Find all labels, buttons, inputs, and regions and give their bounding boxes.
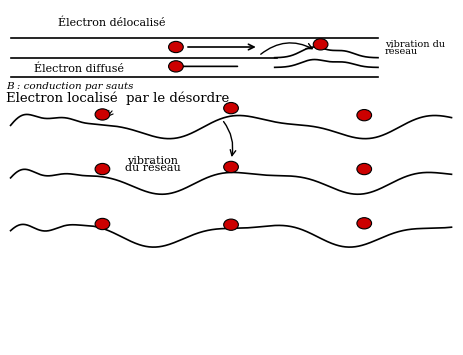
Circle shape	[95, 109, 110, 120]
Text: réseau: réseau	[385, 47, 418, 56]
Circle shape	[224, 219, 238, 230]
Circle shape	[313, 39, 328, 50]
Circle shape	[224, 103, 238, 114]
Text: vibration du: vibration du	[385, 40, 445, 49]
Circle shape	[357, 163, 372, 175]
Text: vibration: vibration	[127, 156, 178, 166]
Circle shape	[169, 61, 183, 72]
Text: du réseau: du réseau	[125, 163, 181, 173]
Text: Électron diffusé: Électron diffusé	[34, 63, 125, 73]
Circle shape	[224, 161, 238, 173]
Text: Électron délocalisé: Électron délocalisé	[58, 17, 165, 28]
Circle shape	[357, 110, 372, 121]
Circle shape	[357, 218, 372, 229]
Text: Electron localisé  par le désordre: Electron localisé par le désordre	[6, 92, 229, 105]
Text: B : conduction par sauts: B : conduction par sauts	[6, 82, 133, 91]
Circle shape	[169, 42, 183, 53]
Circle shape	[95, 163, 110, 175]
Circle shape	[95, 218, 110, 230]
